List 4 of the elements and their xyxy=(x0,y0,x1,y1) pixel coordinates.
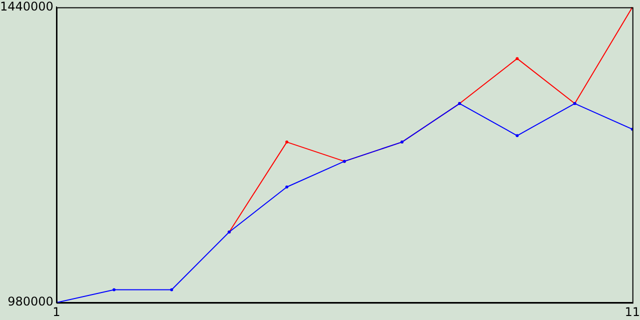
x-tick-label: 1 xyxy=(52,304,60,319)
y-tick-label: 980000 xyxy=(8,294,54,309)
y-tick-label: 1440000 xyxy=(0,0,54,14)
x-tick-label: 11 xyxy=(624,304,640,319)
